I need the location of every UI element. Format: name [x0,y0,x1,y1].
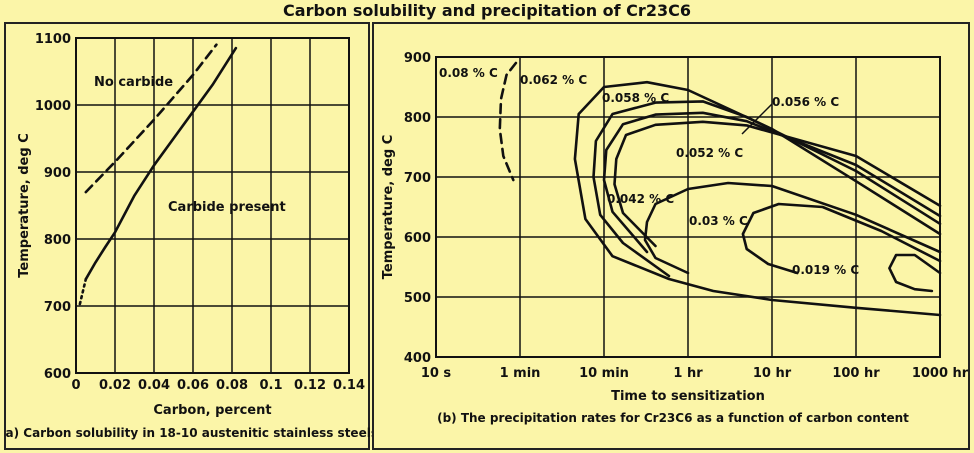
y-tick-label: 900 [404,51,431,66]
solubility-line-solid [84,46,238,281]
y-tick-label: 800 [44,233,71,248]
y-tick-label: 400 [404,351,431,366]
x-tick-label: 0.14 [333,378,365,393]
curve-0-042-c [643,181,942,275]
x-axis-label: Time to sensitization [611,389,765,404]
curve-0-08-c [498,61,518,182]
curve-label-0-062-c: 0.062 % C [520,73,587,87]
x-tick-label: 10 min [579,366,629,381]
x-tick-label: 0.02 [99,378,131,393]
caption-a: (a) Carbon solubility in 18-10 austeniti… [6,426,372,440]
x-tick-label: 0.08 [216,378,248,393]
y-tick-label: 600 [404,231,431,246]
chart-a-svg: 0 0.02 0.04 0.06 0.08 0.1 0.12 0.14 600 700 800 900… [6,32,372,440]
y-tick-label: 700 [404,171,431,186]
curve-label-0-03-c: 0.03 % C [689,214,748,228]
y-tick-label: 800 [404,111,431,126]
y-tick-label: 1100 [35,32,71,47]
y-axis-label: Temperature, deg C [381,135,396,279]
curve-label-0-056-c: 0.056 % C [772,95,839,109]
curve-label-0-058-c: 0.058 % C [602,91,669,105]
y-tick-label: 900 [44,166,71,181]
x-tick-label: 100 hr [832,366,880,381]
annotation-carbide-present: Carbide present [168,200,286,215]
y-tick-label: 500 [404,291,431,306]
x-tick-label: 1 hr [673,366,703,381]
solubility-line-dashed [84,43,218,194]
y-tick-label: 700 [44,300,71,315]
x-tick-label: 0.1 [259,378,282,393]
leader-line-0-056 [741,103,773,135]
x-tick-label: 0.12 [294,378,326,393]
x-tick-label: 10 hr [753,366,792,381]
y-tick-label: 600 [44,367,71,382]
y-tick-label: 1000 [35,99,71,114]
curve-label-0-019-c: 0.019 % C [792,263,859,277]
curve-label-0-052-c: 0.052 % C [676,146,743,160]
y-axis-label: Temperature, deg C [17,133,32,277]
chart-b-svg: 10 s 1 min 10 min 1 hr 10 hr 100 hr 1000 hr 400… [381,51,969,425]
figure-title: Carbon solubility and precipitation of C… [283,1,691,20]
curve-0-052-c [613,120,942,248]
panel-a: 0 0.02 0.04 0.06 0.08 0.1 0.12 0.14 600 700 800 900… [4,22,372,450]
curve-0-03-c [741,202,942,275]
plot-frame [75,37,350,374]
x-tick-label: 1 min [500,366,541,381]
solubility-line-dotted [78,277,88,306]
x-tick-label: 10 s [421,366,452,381]
x-axis-label: Carbon, percent [153,403,271,418]
curve-0-019-c [888,253,942,293]
curve-0-056-c [602,111,942,254]
curve-label-0-042-c: 0.042 % C [607,192,674,206]
x-tick-label: 0 [71,378,80,393]
x-tick-label: 0.04 [138,378,170,393]
x-tick-label: 0.06 [177,378,209,393]
x-tick-label: 1000 hr [912,366,969,381]
caption-b: (b) The precipitation rates for Cr23C6 a… [437,411,909,425]
annotation-no-carbide: No carbide [94,75,173,90]
panel-b: 10 s 1 min 10 min 1 hr 10 hr 100 hr 1000 hr 400… [372,22,970,450]
curve-label-0-08-c: 0.08 % C [439,66,498,80]
